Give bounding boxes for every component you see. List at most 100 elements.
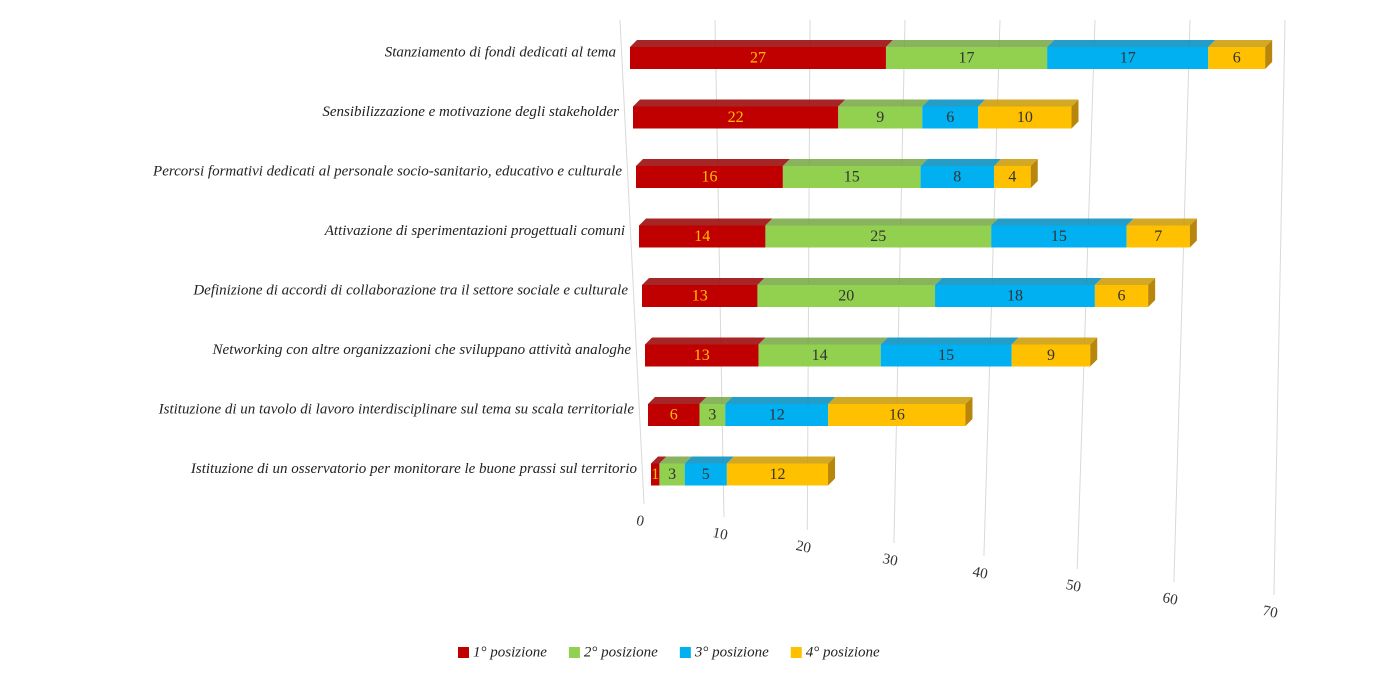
bar-top — [651, 456, 667, 464]
category-label: Networking con altre organizzazioni che … — [212, 342, 632, 358]
grid-line — [619, 19, 645, 505]
value-label: 17 — [1120, 50, 1136, 67]
bar — [885, 47, 1048, 69]
value-label: 3 — [708, 407, 716, 424]
value-label: 13 — [692, 288, 708, 305]
bar-top — [1047, 40, 1216, 47]
bar-side — [1071, 99, 1079, 129]
grid-line — [1273, 19, 1286, 596]
value-label: 16 — [889, 407, 905, 424]
bar — [1047, 47, 1209, 69]
value-label: 6 — [946, 109, 954, 126]
bar — [699, 404, 726, 426]
value-label: 5 — [702, 466, 710, 483]
x-tick-label: 70 — [1261, 603, 1279, 622]
bar-side — [1090, 337, 1098, 367]
value-label: 18 — [1007, 288, 1023, 305]
bar-top — [699, 397, 733, 404]
bar — [642, 285, 758, 307]
value-label: 9 — [1047, 347, 1055, 364]
bar — [758, 344, 881, 367]
bar — [636, 166, 783, 188]
bar-top — [642, 278, 765, 285]
bar — [757, 285, 936, 307]
grid-line — [1173, 19, 1191, 583]
value-label: 9 — [876, 109, 884, 126]
x-tick-label: 30 — [881, 551, 899, 570]
bar — [651, 463, 660, 486]
bar-side — [965, 397, 973, 426]
bar-top — [684, 456, 734, 464]
grid-line — [714, 19, 725, 518]
category-label: Stanziamento di fondi dedicati al tema — [385, 44, 616, 60]
bar — [991, 225, 1127, 248]
legend-label: 2° posizione — [584, 644, 658, 660]
bar — [765, 225, 992, 248]
value-label: 12 — [769, 466, 785, 483]
bar-top — [648, 397, 707, 404]
category-label: Percorsi formativi dedicati al personale… — [152, 163, 622, 179]
bar-top — [633, 99, 846, 107]
value-label: 15 — [1051, 228, 1067, 245]
bar — [659, 463, 685, 486]
value-label: 20 — [838, 288, 854, 305]
bar — [920, 166, 995, 188]
legend-swatch — [790, 647, 802, 658]
value-label: 8 — [953, 169, 961, 186]
legend-label: 1° posizione — [473, 644, 547, 660]
legend-swatch — [679, 647, 691, 658]
category-label: Istituzione di un osservatorio per monit… — [190, 461, 638, 477]
bar-top — [645, 337, 766, 345]
value-label: 1 — [651, 466, 659, 483]
bar — [1208, 47, 1266, 69]
value-label: 12 — [769, 407, 785, 424]
bar — [838, 106, 923, 129]
bar — [684, 463, 727, 486]
x-tick-label: 20 — [794, 538, 812, 557]
bar — [630, 47, 886, 69]
bar-top — [758, 337, 888, 345]
x-tick-label: 50 — [1064, 577, 1082, 596]
bar-side — [1148, 278, 1156, 307]
bar — [633, 106, 839, 129]
bar — [1011, 344, 1091, 367]
value-label: 6 — [670, 407, 678, 424]
bar — [922, 106, 979, 129]
bar-top — [725, 397, 836, 404]
bar — [726, 463, 829, 486]
bar — [648, 404, 700, 426]
x-tick-label: 40 — [971, 564, 989, 583]
bar-top — [922, 99, 986, 107]
value-label: 22 — [728, 109, 744, 126]
value-label: 15 — [844, 169, 860, 186]
value-label: 3 — [668, 466, 676, 483]
value-label: 14 — [694, 228, 710, 245]
bar — [1126, 225, 1190, 248]
bar-side — [1189, 218, 1197, 248]
bar-top — [765, 218, 999, 226]
legend-label: 3° posizione — [694, 644, 769, 660]
bar-top — [659, 456, 692, 464]
bar — [935, 285, 1095, 307]
bar — [978, 106, 1072, 129]
bar — [828, 404, 966, 426]
category-label: Attivazione di sperimentazioni progettua… — [324, 223, 625, 239]
bar-side — [1265, 40, 1273, 69]
bar-top — [978, 99, 1079, 107]
bar-top — [885, 40, 1055, 47]
legend-label: 4° posizione — [806, 644, 880, 660]
bar-top — [828, 397, 973, 404]
value-label: 14 — [812, 347, 828, 364]
bar-top — [726, 456, 836, 464]
bar — [1094, 285, 1149, 307]
bar — [725, 404, 829, 426]
bar-top — [880, 337, 1019, 345]
bar-top — [1011, 337, 1098, 345]
bar — [639, 225, 766, 248]
bar — [645, 344, 759, 367]
bar-top — [757, 278, 943, 285]
value-label: 16 — [701, 169, 717, 186]
value-label: 6 — [1118, 288, 1126, 305]
value-label: 10 — [1017, 109, 1033, 126]
